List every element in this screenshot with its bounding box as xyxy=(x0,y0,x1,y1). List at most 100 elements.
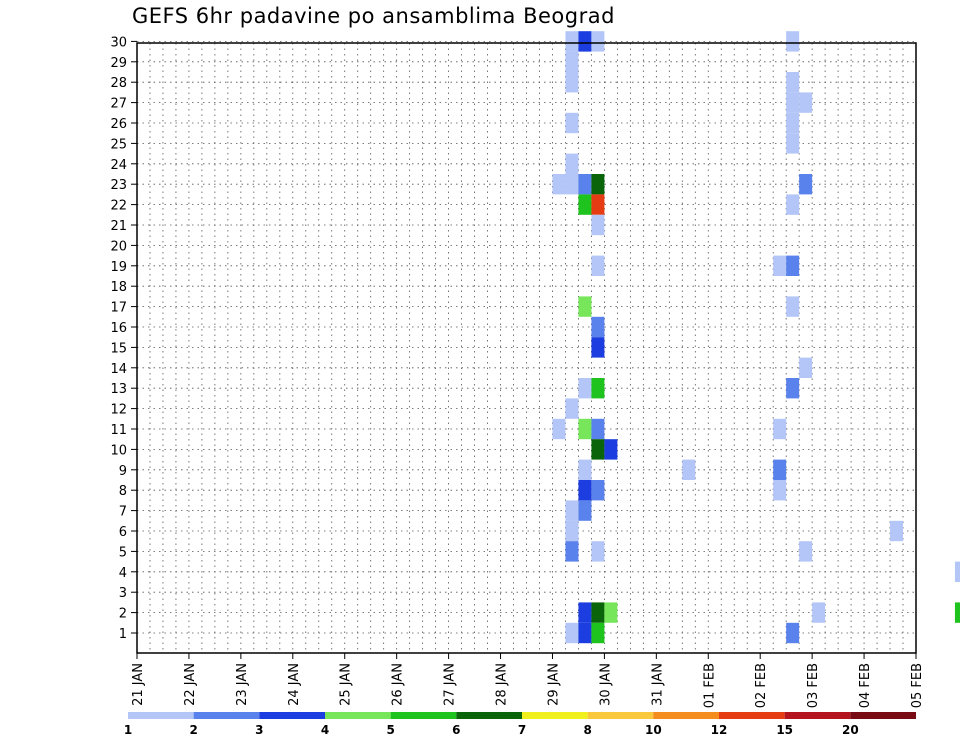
legend-swatch xyxy=(653,712,719,719)
heat-cell xyxy=(578,174,592,195)
y-tick-label: 8 xyxy=(119,484,127,499)
legend-swatch xyxy=(325,712,391,719)
x-tick-label: 24 JAN xyxy=(287,663,302,706)
y-tick-label: 16 xyxy=(110,321,127,336)
x-tick-label: 04 FEB xyxy=(858,663,873,708)
heat-cell xyxy=(954,561,960,582)
x-tick-label: 02 FEB xyxy=(754,663,769,708)
heat-cell xyxy=(591,480,605,501)
heat-cell xyxy=(799,357,813,378)
legend-label: 1 xyxy=(124,723,132,737)
y-tick-label: 2 xyxy=(119,607,127,622)
heat-cell xyxy=(591,174,605,195)
heat-cell xyxy=(799,174,813,195)
heat-cell xyxy=(578,622,592,644)
legend-label: 5 xyxy=(386,723,394,737)
x-tick-label: 25 JAN xyxy=(339,663,354,706)
y-tick-label: 22 xyxy=(110,199,127,214)
legend-swatch xyxy=(522,712,588,719)
heat-cell xyxy=(565,500,579,521)
heat-cell xyxy=(954,602,960,623)
heat-cell xyxy=(799,541,813,562)
legend-swatch xyxy=(193,712,260,719)
heat-cell xyxy=(591,418,605,440)
heat-cell xyxy=(552,174,566,195)
heat-cell xyxy=(591,255,605,276)
x-tick-label: 23 JAN xyxy=(235,663,250,706)
x-tick-label: 26 JAN xyxy=(391,663,406,706)
y-tick-label: 24 xyxy=(110,158,127,173)
heat-cell xyxy=(578,500,592,521)
heat-cell xyxy=(591,316,605,338)
heat-cell xyxy=(565,174,579,195)
y-tick-label: 25 xyxy=(110,137,127,152)
heat-cell xyxy=(786,194,800,215)
heat-cell xyxy=(786,133,800,154)
heat-cell xyxy=(591,214,605,236)
heat-cell xyxy=(786,622,800,644)
x-tick-label: 27 JAN xyxy=(443,663,458,706)
legend-label: 10 xyxy=(645,723,662,737)
heat-cell xyxy=(890,520,904,542)
heat-cell xyxy=(799,92,813,113)
heat-cell xyxy=(565,72,579,93)
heat-cell xyxy=(773,480,787,501)
y-tick-label: 20 xyxy=(110,239,127,254)
y-tick-label: 12 xyxy=(110,403,127,418)
x-tick-label: 05 FEB xyxy=(910,663,925,708)
legend-swatch xyxy=(719,712,785,719)
x-tick-label: 03 FEB xyxy=(806,663,821,708)
heat-cell xyxy=(565,622,579,644)
legend-label: 4 xyxy=(321,723,329,737)
x-tick-label: 31 JAN xyxy=(650,663,665,706)
y-tick-label: 30 xyxy=(110,35,127,50)
heat-cell xyxy=(565,541,579,562)
y-tick-label: 6 xyxy=(119,525,127,540)
heat-cell xyxy=(682,459,696,480)
heat-cell xyxy=(565,153,579,174)
y-tick-label: 14 xyxy=(110,362,127,377)
cell-layer xyxy=(552,31,960,644)
y-tick-label: 10 xyxy=(110,443,127,458)
legend-swatch xyxy=(456,712,522,719)
y-tick-label: 19 xyxy=(110,260,127,275)
legend-label: 6 xyxy=(452,723,460,737)
heat-cell xyxy=(786,296,800,317)
legend-swatch xyxy=(784,712,851,719)
legend-label: 8 xyxy=(583,723,591,737)
legend-swatch xyxy=(587,712,654,719)
heat-cell xyxy=(591,194,605,215)
heat-cell xyxy=(578,459,592,480)
plot-frame xyxy=(136,42,917,654)
y-tick-label: 18 xyxy=(110,280,127,295)
legend-swatch xyxy=(390,712,457,719)
heat-cell xyxy=(565,112,579,134)
y-tick-label: 7 xyxy=(119,505,127,520)
y-tick-label: 15 xyxy=(110,341,127,356)
legend-label: 2 xyxy=(189,723,197,737)
heat-cell xyxy=(591,31,605,52)
heat-cell xyxy=(565,520,579,542)
y-tick-label: 9 xyxy=(119,464,127,479)
x-tick-label: 22 JAN xyxy=(183,663,198,706)
y-tick-label: 17 xyxy=(110,301,127,316)
legend-label: 20 xyxy=(842,723,859,737)
x-tick-label: 21 JAN xyxy=(131,663,146,706)
heat-cell xyxy=(578,602,592,623)
heat-cell xyxy=(786,378,800,399)
legend-label: 7 xyxy=(518,723,526,737)
legend-swatch xyxy=(259,712,325,719)
y-tick-label: 13 xyxy=(110,382,127,397)
legend-label: 15 xyxy=(776,723,793,737)
heat-cell xyxy=(812,602,826,623)
y-tick-label: 26 xyxy=(110,117,127,132)
legend-label: 12 xyxy=(711,723,728,737)
x-tick-label: 28 JAN xyxy=(495,663,510,706)
chart-title: GEFS 6hr padavine po ansamblima Beograd xyxy=(132,4,615,28)
heat-cell xyxy=(786,72,800,93)
heat-cell xyxy=(578,194,592,215)
y-tick-label: 21 xyxy=(110,219,127,234)
heat-cell xyxy=(786,112,800,134)
y-tick-label: 5 xyxy=(119,545,127,560)
